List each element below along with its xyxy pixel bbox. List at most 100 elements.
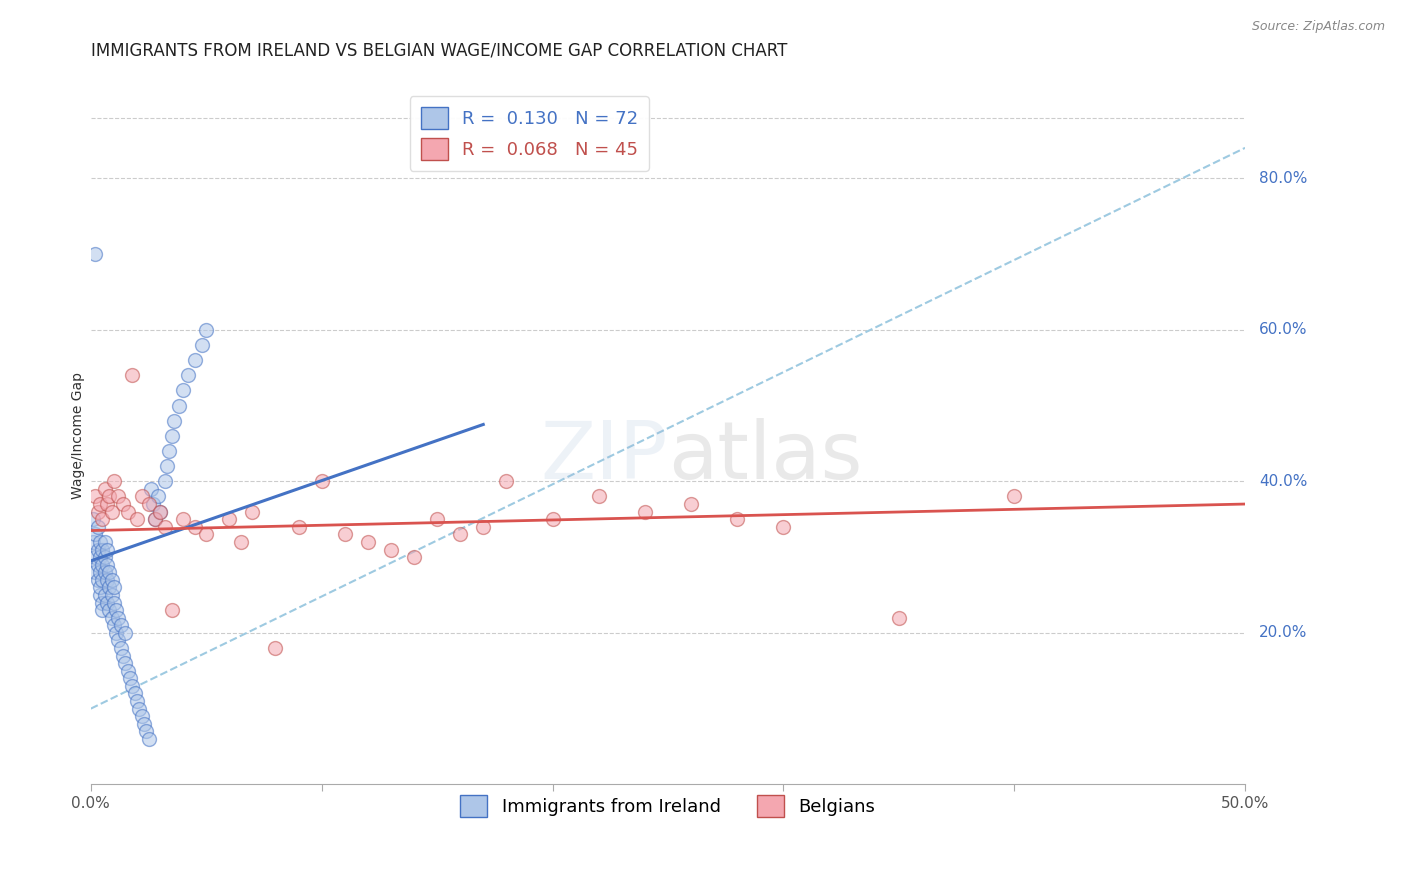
Point	[87, 573, 110, 587]
Point	[96, 558, 118, 572]
Point	[100, 588, 122, 602]
Point	[117, 505, 139, 519]
Point	[172, 512, 194, 526]
Point	[135, 724, 157, 739]
Point	[91, 573, 114, 587]
Point	[91, 512, 114, 526]
Point	[160, 429, 183, 443]
Point	[333, 527, 356, 541]
Point	[772, 520, 794, 534]
Point	[183, 353, 205, 368]
Point	[125, 694, 148, 708]
Text: atlas: atlas	[668, 417, 862, 496]
Point	[138, 497, 160, 511]
Point	[472, 520, 495, 534]
Point	[96, 542, 118, 557]
Point	[93, 482, 115, 496]
Point	[84, 550, 107, 565]
Point	[103, 596, 125, 610]
Point	[103, 581, 125, 595]
Point	[121, 679, 143, 693]
Point	[588, 490, 610, 504]
Point	[118, 671, 141, 685]
Point	[82, 512, 104, 526]
Point	[93, 550, 115, 565]
Point	[183, 520, 205, 534]
Point	[107, 610, 129, 624]
Point	[96, 497, 118, 511]
Y-axis label: Wage/Income Gap: Wage/Income Gap	[72, 372, 86, 500]
Point	[84, 527, 107, 541]
Point	[495, 475, 517, 489]
Point	[242, 505, 264, 519]
Point	[89, 550, 111, 565]
Point	[112, 497, 135, 511]
Point	[89, 497, 111, 511]
Text: 80.0%: 80.0%	[1258, 170, 1308, 186]
Point	[149, 505, 172, 519]
Point	[100, 610, 122, 624]
Point	[402, 550, 425, 565]
Point	[87, 558, 110, 572]
Point	[100, 505, 122, 519]
Point	[107, 490, 129, 504]
Point	[139, 482, 162, 496]
Point	[131, 490, 153, 504]
Point	[105, 603, 128, 617]
Point	[264, 640, 287, 655]
Point	[145, 512, 167, 526]
Text: 20.0%: 20.0%	[1258, 625, 1308, 640]
Point	[89, 588, 111, 602]
Point	[634, 505, 657, 519]
Point	[96, 596, 118, 610]
Point	[426, 512, 449, 526]
Point	[98, 490, 121, 504]
Point	[87, 505, 110, 519]
Point	[449, 527, 471, 541]
Point	[380, 542, 402, 557]
Text: 60.0%: 60.0%	[1258, 322, 1308, 337]
Point	[146, 490, 169, 504]
Point	[195, 323, 218, 337]
Point	[93, 588, 115, 602]
Point	[84, 566, 107, 580]
Point	[87, 520, 110, 534]
Point	[138, 731, 160, 746]
Point	[145, 512, 167, 526]
Point	[160, 603, 183, 617]
Point	[82, 535, 104, 549]
Point	[107, 633, 129, 648]
Point	[112, 648, 135, 663]
Legend: Immigrants from Ireland, Belgians: Immigrants from Ireland, Belgians	[453, 788, 883, 824]
Point	[190, 338, 212, 352]
Point	[131, 709, 153, 723]
Point	[98, 566, 121, 580]
Point	[357, 535, 380, 549]
Point	[142, 497, 165, 511]
Point	[93, 566, 115, 580]
Point	[887, 610, 910, 624]
Point	[195, 527, 218, 541]
Point	[229, 535, 252, 549]
Point	[110, 618, 132, 632]
Point	[105, 625, 128, 640]
Point	[121, 368, 143, 383]
Point	[1002, 490, 1025, 504]
Point	[153, 520, 176, 534]
Text: ZIP: ZIP	[540, 417, 668, 496]
Point	[91, 603, 114, 617]
Point	[679, 497, 702, 511]
Point	[167, 399, 190, 413]
Point	[128, 701, 150, 715]
Point	[725, 512, 748, 526]
Point	[218, 512, 240, 526]
Point	[124, 686, 146, 700]
Point	[91, 542, 114, 557]
Point	[89, 535, 111, 549]
Point	[98, 581, 121, 595]
Point	[163, 414, 186, 428]
Text: 40.0%: 40.0%	[1258, 474, 1308, 489]
Point	[96, 573, 118, 587]
Point	[103, 475, 125, 489]
Point	[89, 566, 111, 580]
